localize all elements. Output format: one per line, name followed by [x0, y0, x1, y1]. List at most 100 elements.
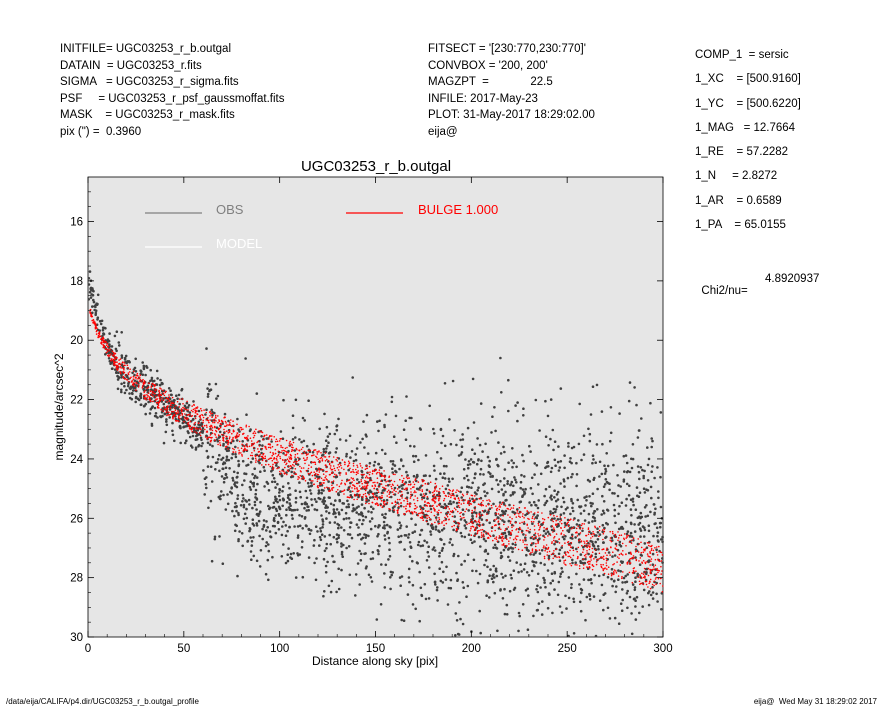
model-point: [387, 480, 389, 482]
model-point: [526, 543, 528, 546]
model-point: [386, 495, 389, 497]
obs-point: [245, 516, 249, 520]
model-point: [256, 441, 258, 444]
model-point: [355, 473, 358, 476]
model-point: [156, 405, 159, 408]
model-point: [425, 520, 428, 523]
obs-point: [220, 490, 223, 493]
model-point: [172, 410, 175, 413]
obs-point: [232, 470, 236, 474]
obs-point: [621, 581, 624, 584]
model-point: [555, 548, 558, 550]
model-point: [590, 556, 592, 559]
model-point: [405, 511, 408, 513]
model-point: [603, 558, 605, 561]
obs-point: [393, 493, 397, 496]
model-point: [275, 438, 278, 441]
obs-point: [176, 397, 179, 401]
obs-point: [292, 552, 296, 555]
obs-point: [100, 319, 104, 323]
obs-point: [210, 559, 214, 563]
obs-point: [551, 562, 554, 565]
model-point: [273, 457, 276, 459]
model-point: [177, 416, 180, 419]
model-point: [401, 497, 403, 499]
obs-point: [591, 544, 595, 547]
obs-point: [412, 474, 416, 478]
obs-point: [391, 467, 394, 471]
model-point: [501, 544, 504, 546]
obs-point: [349, 521, 353, 524]
obs-point: [452, 528, 455, 532]
obs-point: [442, 570, 445, 574]
model-point: [371, 485, 374, 487]
model-point: [641, 582, 643, 584]
model-point: [142, 381, 145, 384]
model-point: [410, 483, 412, 486]
obs-point: [517, 527, 521, 531]
y-tick-label: 18: [70, 276, 83, 288]
model-point: [280, 451, 283, 454]
model-point: [623, 537, 625, 540]
obs-point: [600, 410, 604, 413]
model-point: [383, 504, 385, 506]
obs-point: [513, 511, 517, 515]
obs-point: [630, 514, 633, 517]
obs-point: [205, 408, 208, 412]
obs-point: [587, 521, 591, 524]
model-point: [289, 467, 292, 470]
model-point: [661, 591, 664, 593]
obs-point: [486, 552, 490, 556]
obs-point: [471, 460, 475, 464]
model-point: [629, 562, 631, 565]
obs-point: [504, 499, 507, 502]
obs-point: [89, 296, 93, 299]
obs-point: [242, 505, 246, 509]
model-point: [130, 376, 132, 379]
obs-point: [606, 508, 609, 512]
obs-point: [96, 316, 100, 320]
obs-point: [549, 496, 552, 499]
obs-point: [448, 418, 451, 421]
obs-point: [411, 531, 415, 534]
obs-point: [318, 481, 322, 485]
obs-point: [469, 458, 473, 461]
model-point: [524, 507, 526, 509]
obs-point: [172, 399, 176, 402]
model-point: [438, 496, 441, 498]
obs-point: [639, 529, 643, 532]
model-point: [538, 528, 541, 531]
model-point: [173, 407, 176, 409]
model-point: [421, 484, 424, 487]
model-point: [588, 530, 590, 533]
model-point: [276, 444, 278, 446]
obs-point: [249, 460, 253, 464]
model-point: [332, 480, 335, 482]
model-point: [254, 457, 257, 460]
obs-point: [593, 519, 597, 523]
obs-point: [624, 504, 628, 507]
obs-point: [227, 458, 231, 462]
model-point: [482, 504, 485, 507]
obs-point: [94, 311, 98, 315]
model-point: [195, 432, 198, 434]
model-point: [244, 436, 246, 439]
model-point: [147, 392, 150, 395]
model-point: [387, 489, 390, 492]
model-point: [651, 583, 654, 586]
obs-point: [251, 506, 254, 510]
model-point: [441, 522, 443, 524]
obs-point: [571, 506, 574, 510]
model-point: [650, 545, 653, 548]
obs-point: [337, 536, 340, 540]
obs-point: [255, 476, 259, 479]
model-point: [214, 414, 217, 417]
obs-point: [500, 391, 503, 394]
model-point: [303, 477, 305, 480]
obs-point: [465, 485, 469, 489]
obs-point: [368, 520, 372, 523]
chart-title: UGC03253_r_b.outgal: [301, 158, 451, 175]
obs-point: [226, 493, 229, 496]
obs-point: [253, 500, 257, 504]
obs-point: [636, 542, 640, 546]
